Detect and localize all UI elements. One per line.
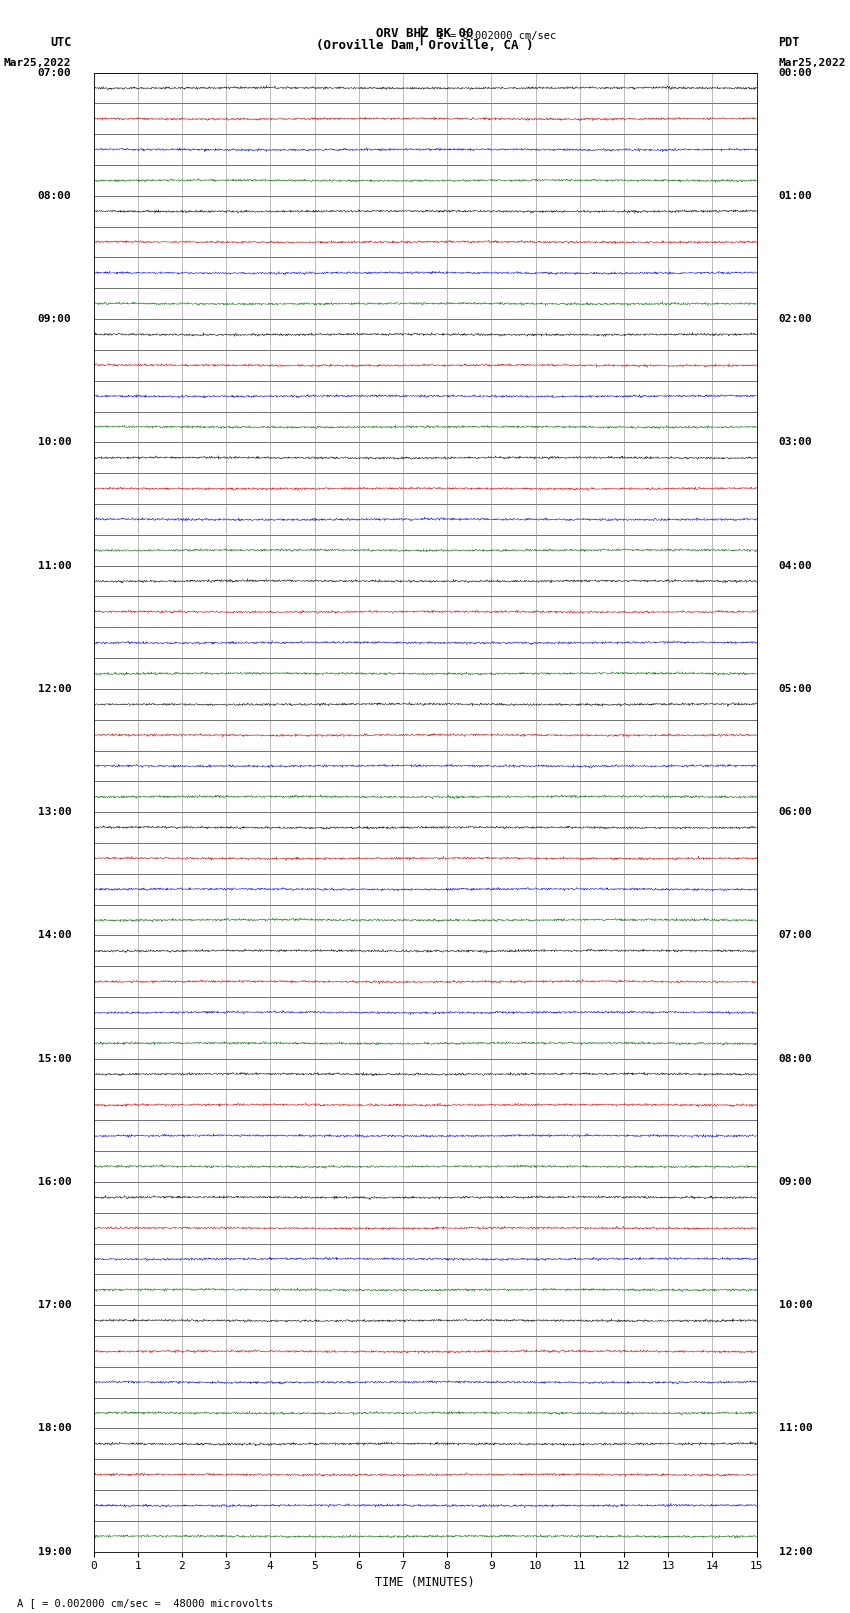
- Text: 08:00: 08:00: [37, 190, 71, 202]
- Text: 11:00: 11:00: [779, 1423, 813, 1434]
- Text: (Oroville Dam, Oroville, CA ): (Oroville Dam, Oroville, CA ): [316, 39, 534, 52]
- Text: 12:00: 12:00: [37, 684, 71, 694]
- Text: 17:00: 17:00: [37, 1300, 71, 1310]
- Text: 09:00: 09:00: [779, 1177, 813, 1187]
- Text: 19:00: 19:00: [37, 1547, 71, 1557]
- Text: 08:00: 08:00: [779, 1053, 813, 1063]
- Text: 06:00: 06:00: [779, 806, 813, 818]
- Text: Mar25,2022: Mar25,2022: [4, 58, 71, 68]
- Text: 04:00: 04:00: [779, 561, 813, 571]
- Text: Mar25,2022: Mar25,2022: [779, 58, 846, 68]
- Text: 02:00: 02:00: [779, 315, 813, 324]
- Text: ORV BHZ BK 00: ORV BHZ BK 00: [377, 27, 473, 40]
- Text: A [ = 0.002000 cm/sec =  48000 microvolts: A [ = 0.002000 cm/sec = 48000 microvolts: [17, 1598, 273, 1608]
- Text: 10:00: 10:00: [779, 1300, 813, 1310]
- Text: 15:00: 15:00: [37, 1053, 71, 1063]
- Text: UTC: UTC: [50, 37, 71, 50]
- Text: 05:00: 05:00: [779, 684, 813, 694]
- Text: 11:00: 11:00: [37, 561, 71, 571]
- Text: 18:00: 18:00: [37, 1423, 71, 1434]
- Text: 00:00: 00:00: [779, 68, 813, 77]
- Text: 13:00: 13:00: [37, 806, 71, 818]
- Text: 16:00: 16:00: [37, 1177, 71, 1187]
- X-axis label: TIME (MINUTES): TIME (MINUTES): [375, 1576, 475, 1589]
- Text: 14:00: 14:00: [37, 931, 71, 940]
- Text: 01:00: 01:00: [779, 190, 813, 202]
- Text: 03:00: 03:00: [779, 437, 813, 447]
- Text: 07:00: 07:00: [779, 931, 813, 940]
- Text: 12:00: 12:00: [779, 1547, 813, 1557]
- Text: 10:00: 10:00: [37, 437, 71, 447]
- Text: 09:00: 09:00: [37, 315, 71, 324]
- Text: 07:00: 07:00: [37, 68, 71, 77]
- Text: I = 0.002000 cm/sec: I = 0.002000 cm/sec: [425, 31, 556, 40]
- Text: PDT: PDT: [779, 37, 800, 50]
